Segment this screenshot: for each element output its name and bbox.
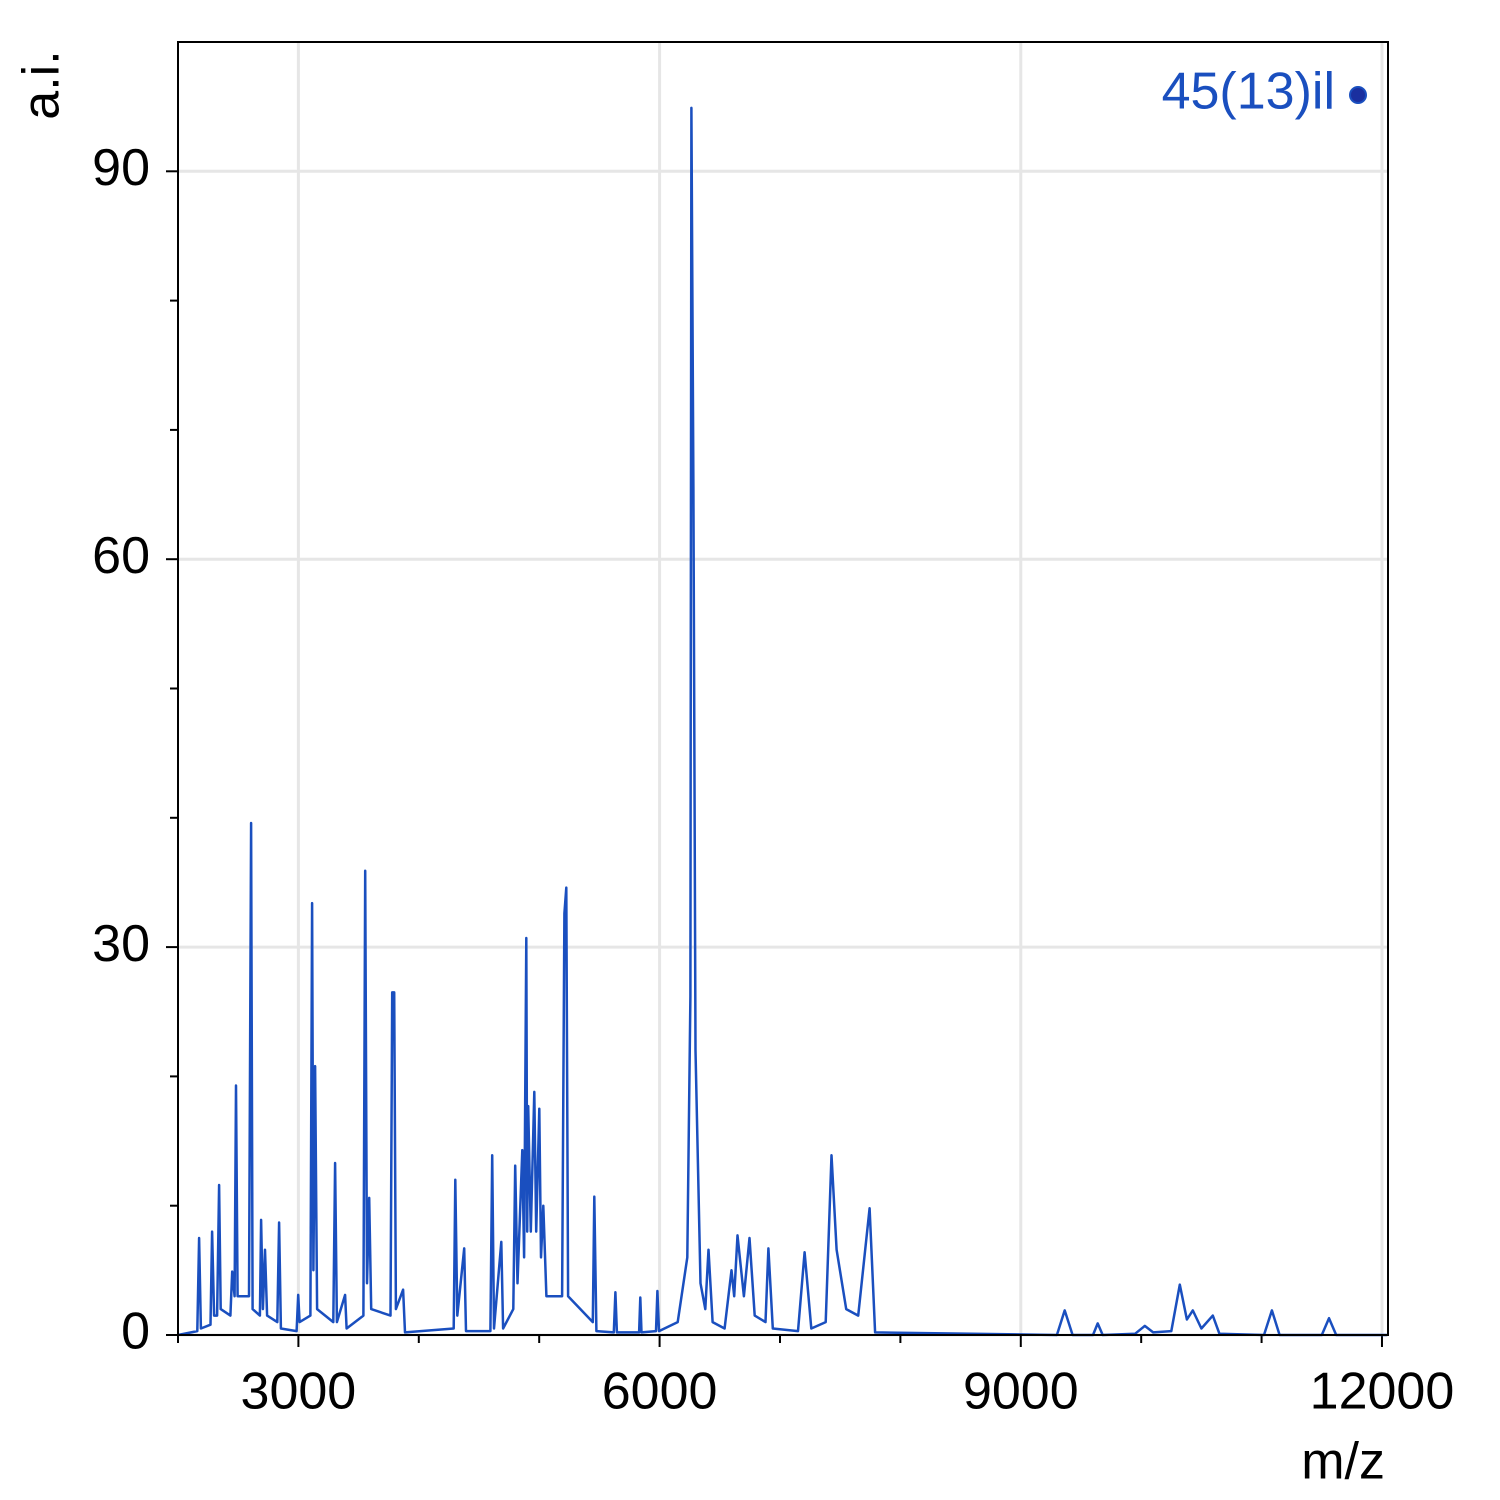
plot-frame	[177, 41, 1389, 1336]
x-tick-label: 12000	[1310, 1363, 1455, 1421]
y-tick-label: 60	[92, 527, 150, 585]
y-tick-label: 30	[92, 915, 150, 973]
legend-label: 45(13)il	[1162, 63, 1335, 121]
x-tick-label: 6000	[602, 1363, 718, 1421]
x-axis-label: m/z	[1301, 1433, 1385, 1491]
y-tick-label: 0	[121, 1303, 150, 1361]
spectrum-line	[177, 106, 1387, 1337]
x-tick-label: 9000	[963, 1363, 1079, 1421]
x-tick-label: 3000	[241, 1363, 357, 1421]
legend-marker	[1349, 86, 1367, 104]
y-axis-label: a.i.	[13, 50, 71, 119]
y-tick-label: 90	[92, 139, 150, 197]
